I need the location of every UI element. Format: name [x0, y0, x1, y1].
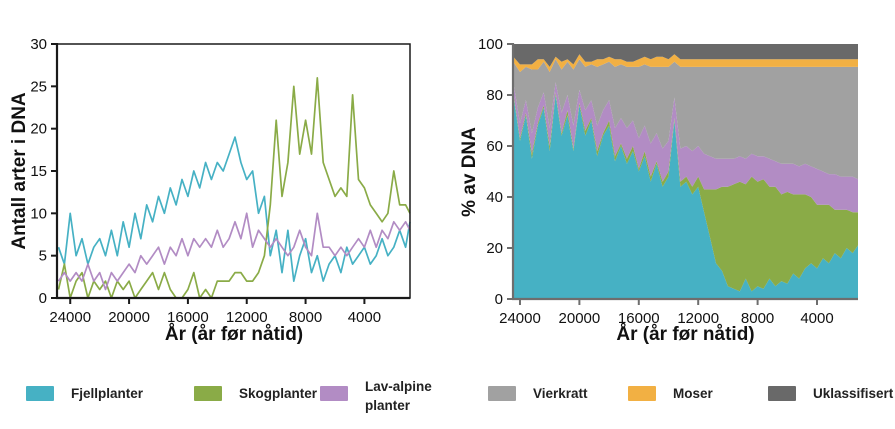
x-tick-label: 4000	[800, 310, 833, 327]
legend-item-skogplanter: Skogplanter	[194, 386, 317, 404]
legend-item-fjellplanter: Fjellplanter	[26, 386, 143, 404]
y-tick-label: 40	[486, 189, 503, 206]
y-tick-label: 60	[486, 138, 503, 155]
legend-item-uklassifisert: Uklassifisert	[768, 386, 893, 404]
area-Fjellplanter	[513, 95, 858, 299]
legend-swatch-skogplanter	[194, 386, 222, 401]
area-Vierkratt	[513, 59, 858, 180]
stacked-area-chart-svg: 24000 20000 16000 12000 8000 4000 0 20 40 60 80 100	[478, 36, 858, 327]
area-Uklassifisert	[513, 44, 858, 67]
y-tick-label: 20	[30, 121, 47, 138]
line-chart-svg: 24000 20000 16000 12000 8000 4000 0 5 10 15 20 25 30	[30, 36, 411, 326]
x-tick-label: 24000	[49, 309, 91, 326]
line-Fjellplanter	[57, 136, 411, 282]
y-tick-label: 15	[30, 163, 47, 180]
legend-swatch-vierkratt	[488, 386, 516, 401]
x-tick-label: 12000	[226, 309, 268, 326]
x-tick-label: 12000	[677, 310, 719, 327]
legend-label-vierkratt: Vierkratt	[533, 386, 588, 401]
x-tick-label: 16000	[167, 309, 209, 326]
y-tick-label: 10	[30, 205, 47, 222]
area-Skogplanter	[513, 92, 858, 292]
legend-label-uklassifisert: Uklassifisert	[813, 386, 894, 401]
legend-swatch-lav-alpine	[320, 386, 348, 401]
line-chart-panel: 24000 20000 16000 12000 8000 4000 0 5 10 15 20 25 30…	[0, 0, 447, 370]
legend-swatch-fjellplanter	[26, 386, 54, 401]
x-tick-label: 24000	[499, 310, 541, 327]
right-y-axis-title: % av DNA	[459, 127, 480, 217]
right-x-axis-title: År (år før nåtid)	[616, 324, 755, 345]
legend-swatch-moser	[628, 386, 656, 401]
legend-item-vierkratt: Vierkratt	[488, 386, 588, 404]
legend-item-lav-alpine: Lav-alpine planter	[320, 379, 439, 416]
y-tick-label: 0	[39, 290, 47, 307]
x-tick-label: 8000	[289, 309, 322, 326]
y-tick-label: 25	[30, 78, 47, 95]
y-tick-label: 100	[478, 36, 503, 53]
legend-swatch-uklassifisert	[768, 386, 796, 401]
line-Lav-alpine planter	[57, 212, 411, 291]
left-x-axis-title: År (år før nåtid)	[164, 324, 304, 345]
x-tick-label: 20000	[559, 310, 601, 327]
y-tick-label: 5	[39, 248, 47, 265]
legend-label-lav-alpine: Lav-alpine planter	[365, 379, 432, 413]
stacked-area-chart-panel: 24000 20000 16000 12000 8000 4000 0 20 40 60 80 100…	[447, 0, 895, 370]
y-tick-label: 80	[486, 87, 503, 104]
left-y-axis-title: Antall arter i DNA	[9, 92, 30, 250]
x-tick-label: 8000	[741, 310, 774, 327]
legend-label-moser: Moser	[673, 386, 713, 401]
line-Skogplanter	[57, 77, 411, 299]
x-tick-label: 16000	[618, 310, 660, 327]
area-Moser	[513, 54, 858, 72]
y-tick-label: 0	[495, 291, 503, 308]
x-tick-label: 20000	[108, 309, 150, 326]
area-Lav-alpine planter	[513, 82, 858, 213]
legend-item-moser: Moser	[628, 386, 713, 404]
x-tick-label: 4000	[348, 309, 381, 326]
y-tick-label: 30	[30, 36, 47, 53]
legend-label-skogplanter: Skogplanter	[239, 386, 318, 401]
y-tick-label: 20	[486, 240, 503, 257]
legend-label-fjellplanter: Fjellplanter	[71, 386, 144, 401]
